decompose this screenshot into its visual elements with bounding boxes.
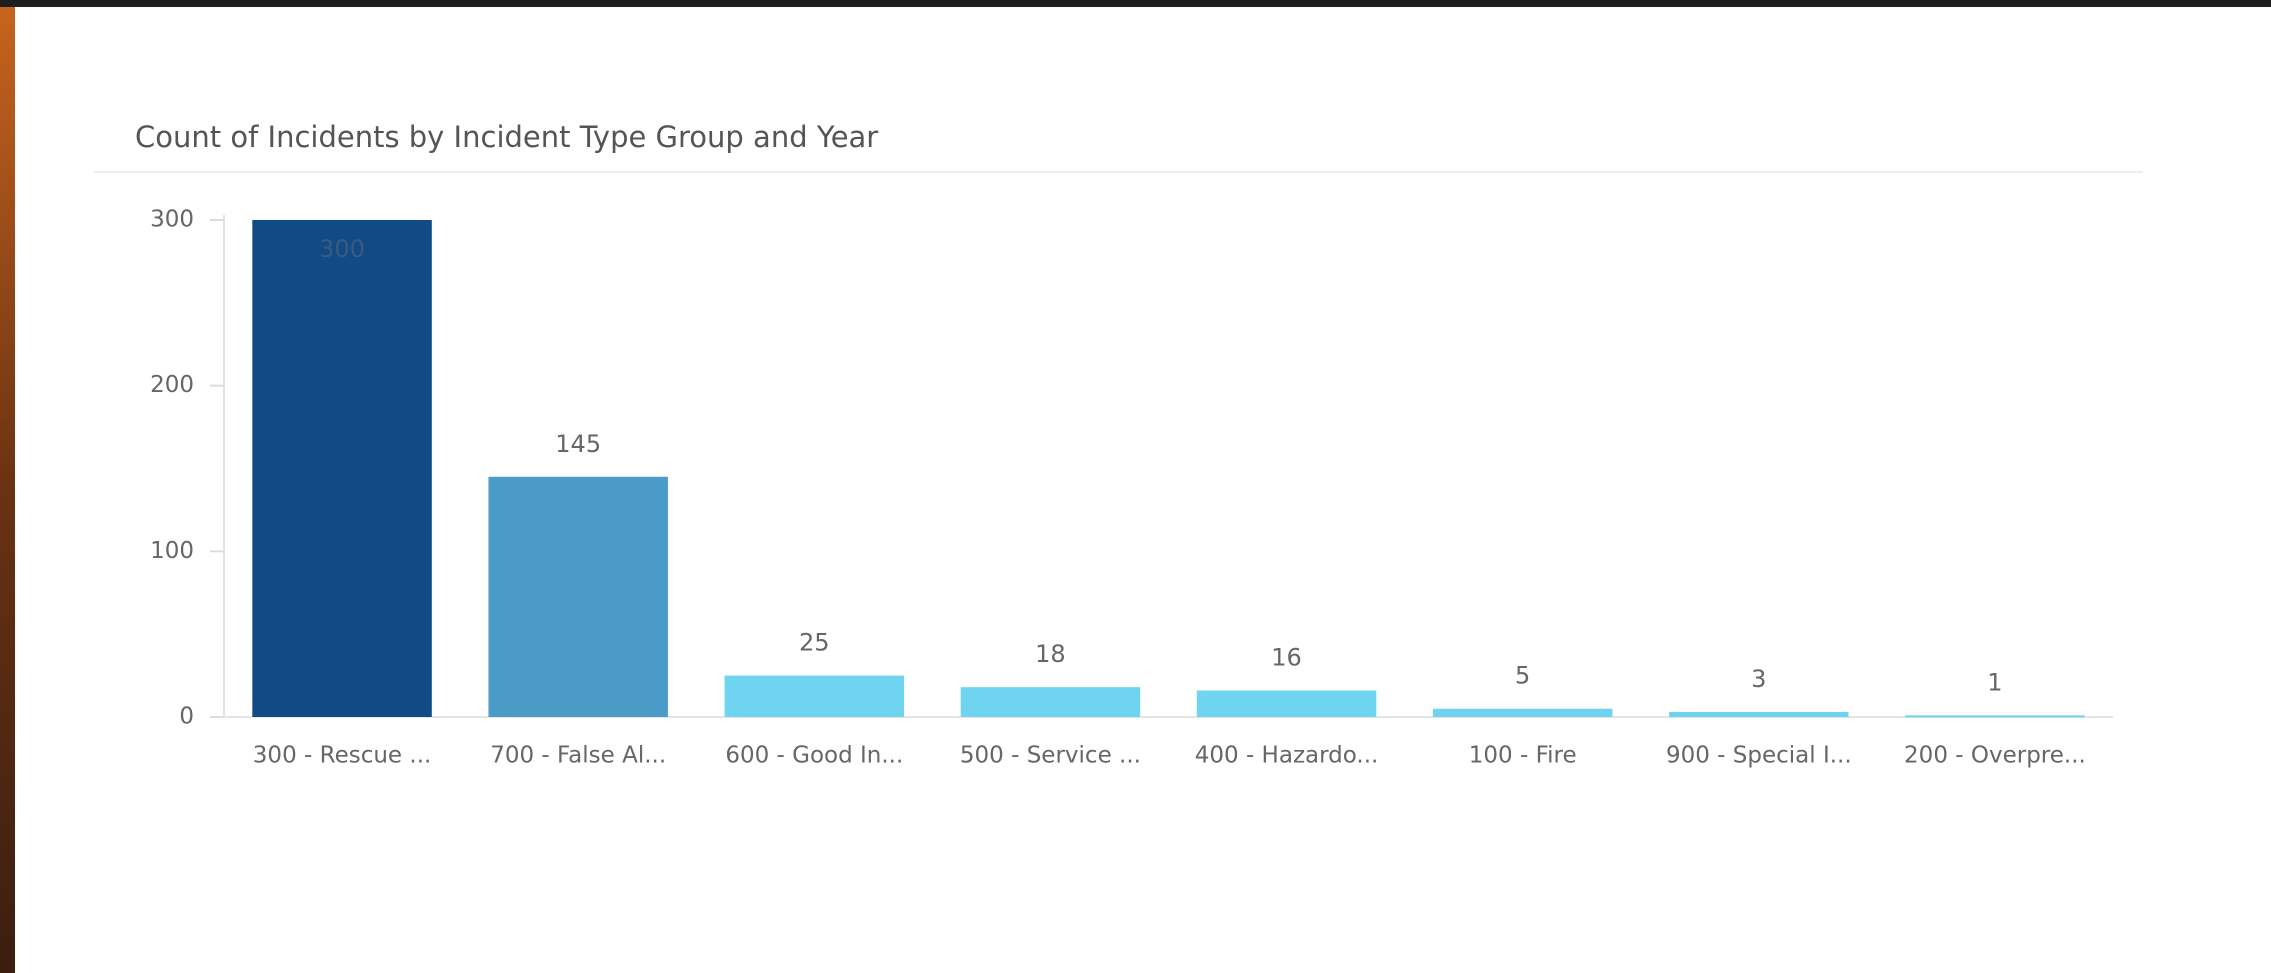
x-tick-label: 100 - Fire xyxy=(1469,743,1577,769)
top-bar xyxy=(0,0,2271,7)
value-label: 1 xyxy=(1987,668,2002,696)
y-tick-label: 0 xyxy=(179,704,194,730)
y-tick-label: 200 xyxy=(150,372,194,398)
chart-title: Count of Incidents by Incident Type Grou… xyxy=(135,120,878,154)
bar xyxy=(1905,715,2085,718)
x-tick-label: 400 - Hazardo... xyxy=(1195,743,1379,769)
bar xyxy=(1196,690,1377,717)
bar xyxy=(488,476,668,717)
value-label: 3 xyxy=(1751,665,1766,693)
value-label: 18 xyxy=(1035,640,1066,668)
y-tick-label: 100 xyxy=(150,538,194,564)
value-label: 5 xyxy=(1515,662,1530,690)
bar xyxy=(252,220,432,717)
value-label: 16 xyxy=(1271,643,1302,671)
bar xyxy=(960,687,1141,717)
x-tick-label: 300 - Rescue ... xyxy=(253,743,432,769)
bar xyxy=(724,675,905,717)
value-label: 300 xyxy=(319,235,365,263)
x-tick-label: 500 - Service ... xyxy=(960,743,1141,769)
x-tick-label: 700 - False Al... xyxy=(490,743,666,769)
x-tick-label: 200 - Overpre... xyxy=(1904,743,2086,769)
y-tick-label: 300 xyxy=(150,207,194,233)
value-label: 25 xyxy=(799,629,830,657)
bar xyxy=(1669,712,1849,717)
x-tick-label: 900 - Special I... xyxy=(1666,743,1852,769)
value-label: 145 xyxy=(555,430,601,458)
bar xyxy=(1432,708,1613,717)
x-tick-label: 600 - Good In... xyxy=(725,743,903,769)
